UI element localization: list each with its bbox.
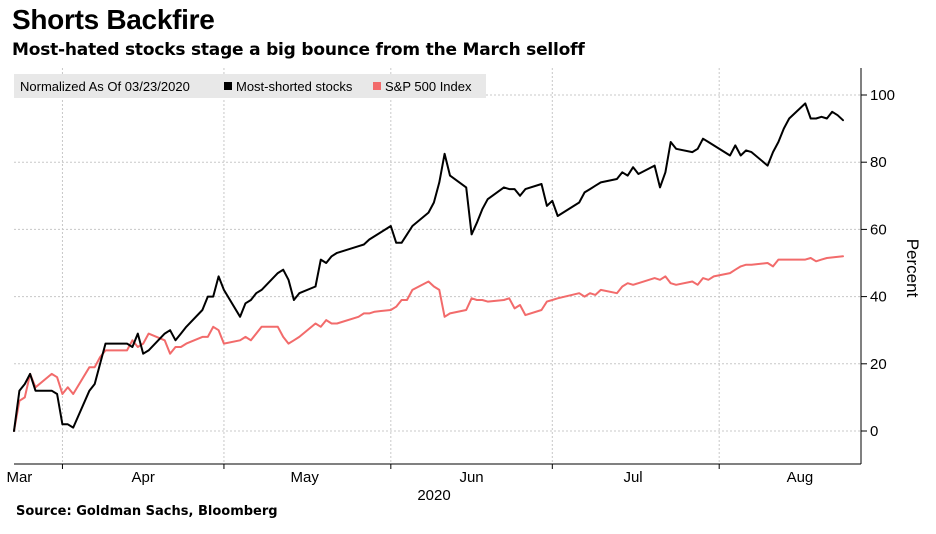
legend-swatch-most-shorted: [224, 82, 232, 90]
y-tick-label-60: 60: [870, 221, 887, 238]
series-line-most-shorted-stocks: [13, 102, 844, 432]
legend-background: [14, 74, 486, 98]
chart-title: Shorts Backfire: [12, 4, 215, 35]
x-tick-label-mar: Mar: [6, 469, 32, 486]
x-tick-label-aug: Aug: [787, 469, 814, 486]
axis-layer: 0 20 40 60 80 100 Mar Apr May Jun Jul Aug: [6, 68, 895, 486]
legend-label-sp500: S&P 500 Index: [385, 79, 472, 94]
legend-normalized-label: Normalized As Of 03/23/2020: [20, 79, 190, 94]
legend: Normalized As Of 03/23/2020 Most-shorted…: [14, 74, 486, 98]
source-note: Source: Goldman Sachs, Bloomberg: [16, 504, 278, 519]
series-line-s-p-500-index: [13, 255, 844, 432]
chart-subtitle: Most-hated stocks stage a big bounce fro…: [12, 40, 585, 60]
y-tick-label-20: 20: [870, 356, 887, 373]
y-axis-label: Percent: [903, 239, 922, 298]
x-tick-label-may: May: [291, 469, 320, 486]
legend-label-most-shorted: Most-shorted stocks: [236, 79, 353, 94]
y-tick-label-80: 80: [870, 154, 887, 171]
legend-swatch-sp500: [373, 82, 381, 90]
y-tick-label-40: 40: [870, 289, 887, 306]
x-tick-label-jun: Jun: [459, 469, 483, 486]
y-tick-label-0: 0: [870, 423, 878, 440]
x-axis-year-label: 2020: [417, 487, 450, 504]
grid-layer: [14, 68, 861, 464]
x-tick-label-jul: Jul: [623, 469, 642, 486]
y-tick-label-100: 100: [870, 87, 895, 104]
series-layer: [13, 102, 844, 432]
x-tick-label-apr: Apr: [132, 469, 155, 486]
